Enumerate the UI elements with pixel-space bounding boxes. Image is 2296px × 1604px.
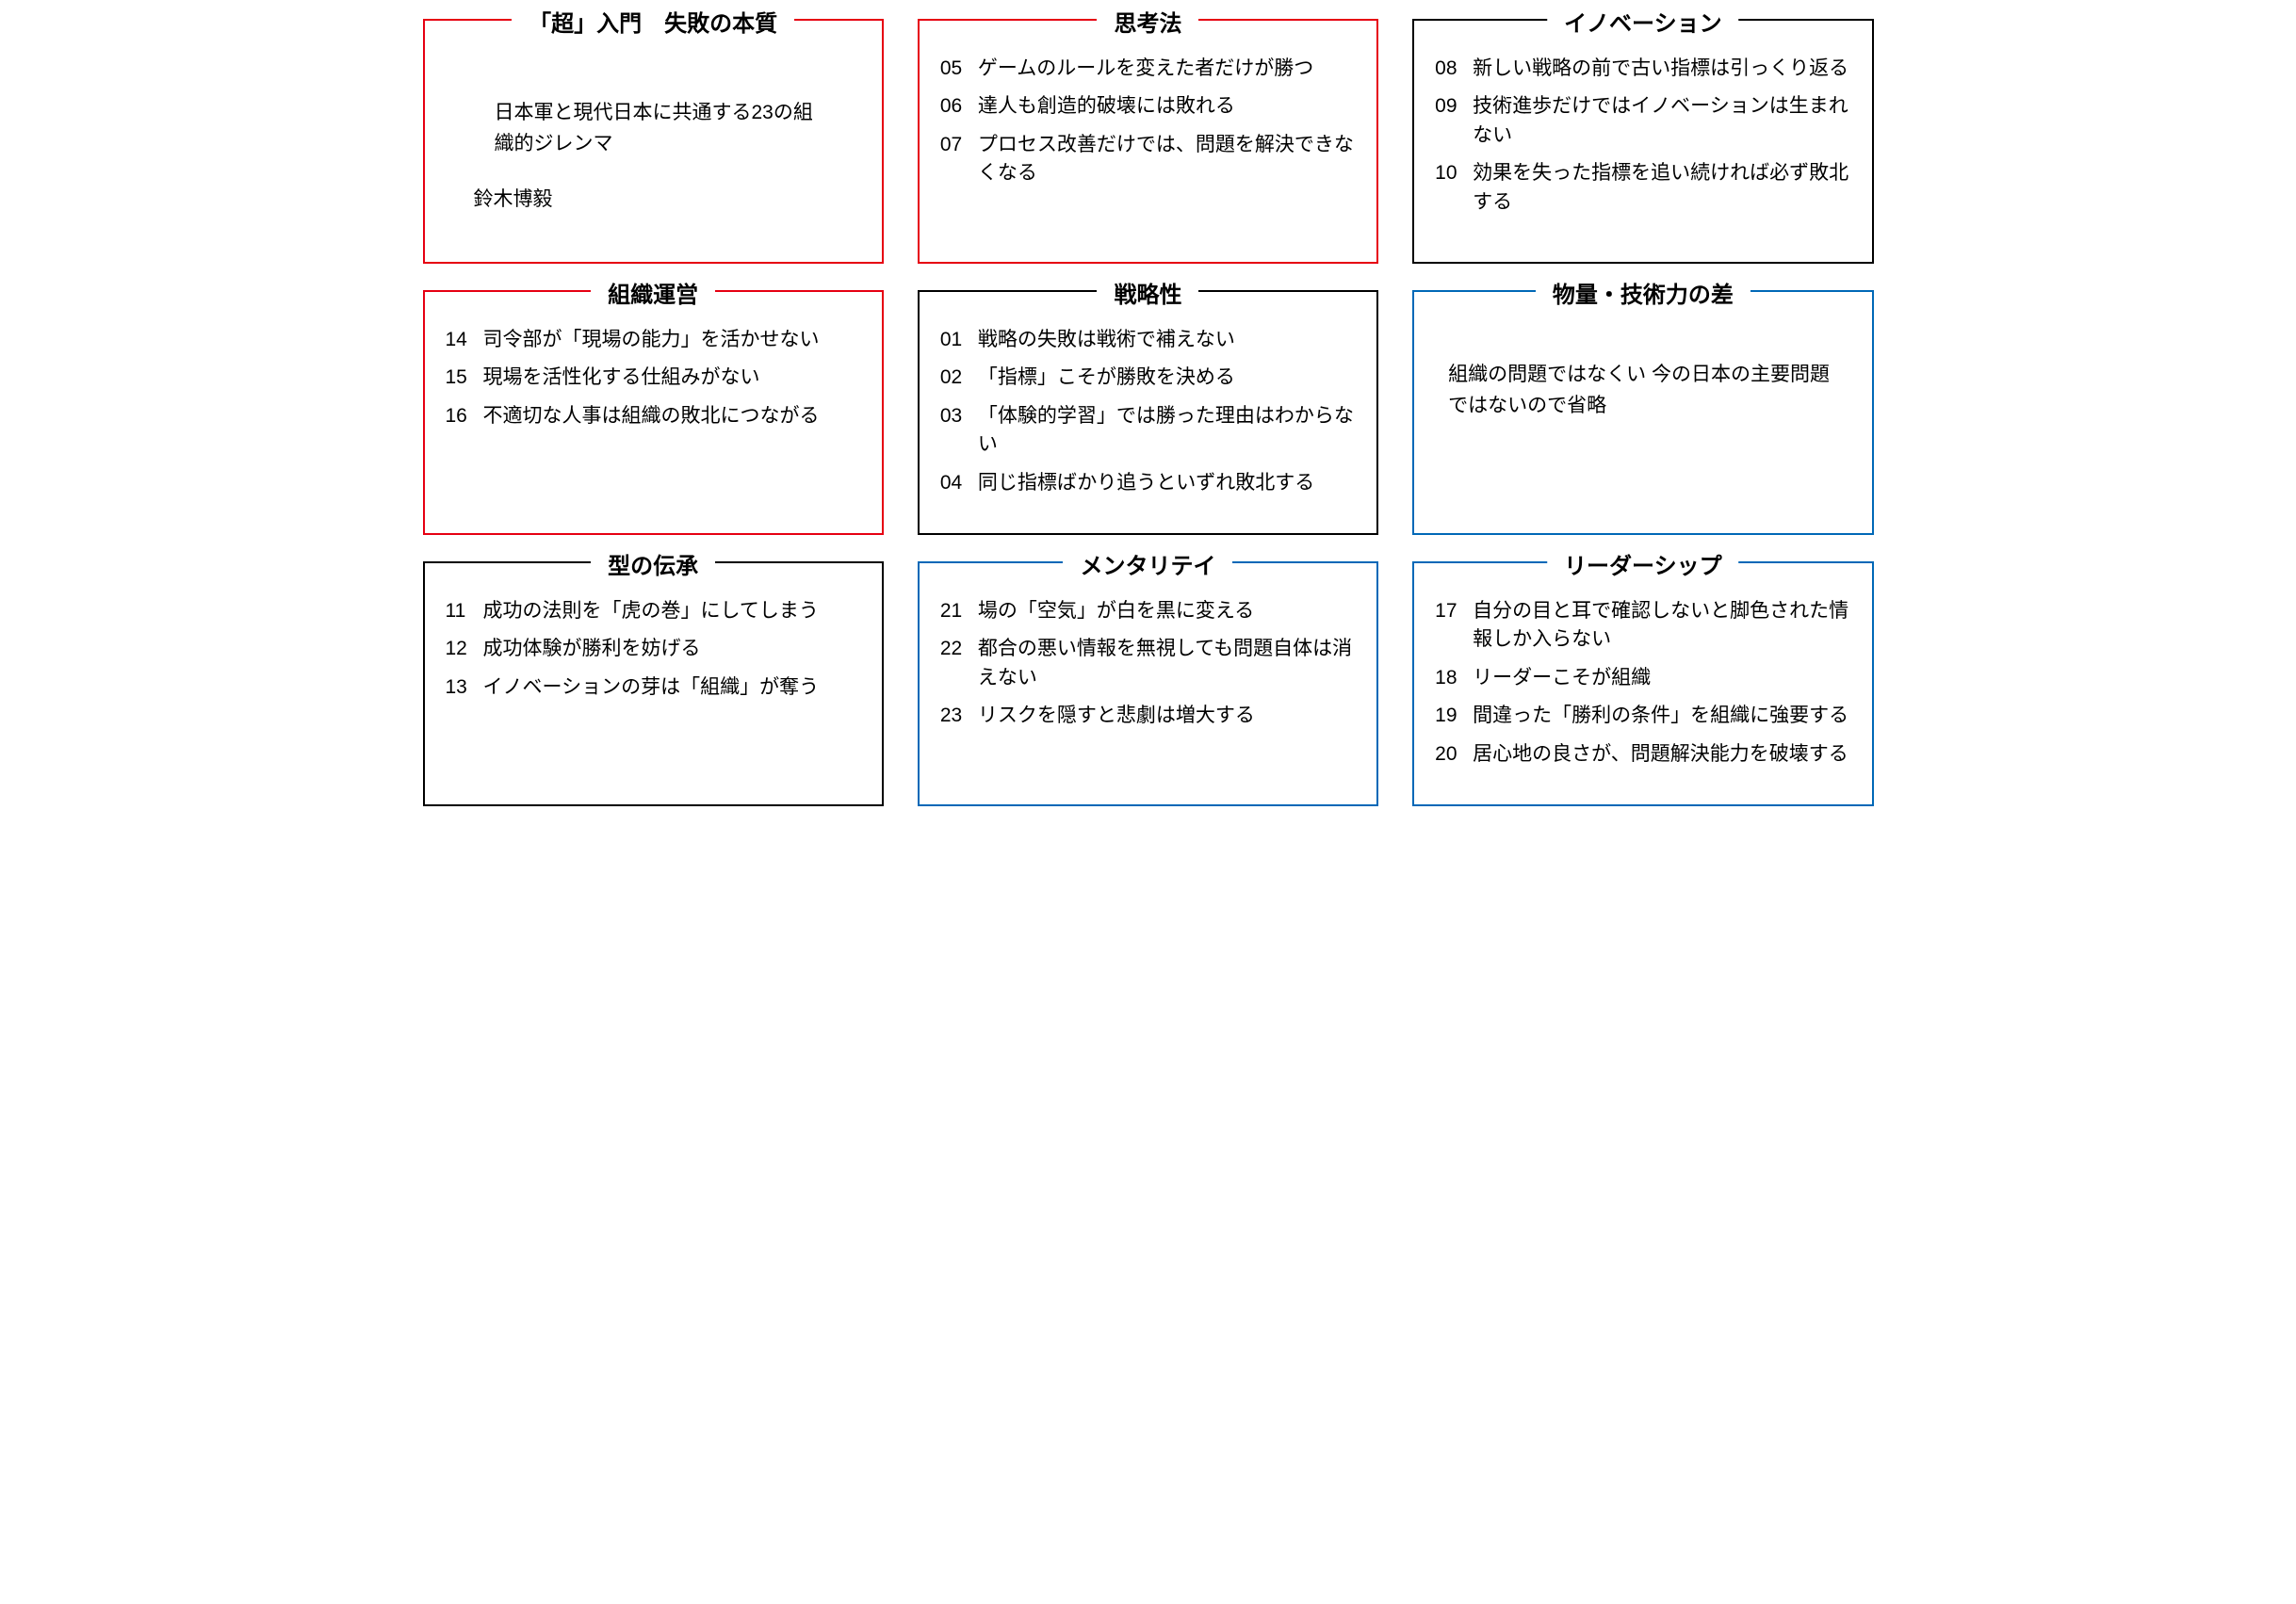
list-item: 06達人も創造的破壊には敗れる (940, 92, 1356, 121)
box-pattern-inheritance: 型の伝承 11成功の法則を「虎の巻」にしてしまう 12成功体験が勝利を妨げる 1… (423, 561, 884, 806)
list-item: 09技術進歩だけではイノベーションは生まれない (1435, 92, 1850, 150)
item-text: イノベーションの芽は「組織」が奪う (483, 673, 861, 702)
list-item: 11成功の法則を「虎の巻」にしてしまう (446, 597, 861, 625)
item-text: ゲームのルールを変えた者だけが勝つ (978, 55, 1356, 83)
list-item: 18リーダーこそが組織 (1435, 664, 1850, 692)
list-item: 23リスクを隠すと悲劇は増大する (940, 702, 1356, 730)
item-num: 03 (940, 402, 978, 430)
box-title-org-management: 組織運営 (591, 276, 715, 309)
note-material-tech: 組織の問題ではなくい 今の日本の主要問題ではないので省略 (1431, 315, 1854, 421)
list-item: 01戦略の失敗は戦術で補えない (940, 326, 1356, 354)
item-text: 達人も創造的破壊には敗れる (978, 92, 1356, 121)
list-item: 04同じ指標ばかり追うといずれ敗北する (940, 469, 1356, 497)
item-num: 05 (940, 55, 978, 83)
box-mentality: メンタリテイ 21場の「空気」が白を黒に変える 22都合の悪い情報を無視しても問… (918, 561, 1378, 806)
item-num: 14 (446, 326, 483, 354)
list-item: 08新しい戦略の前で古い指標は引っくり返る (1435, 55, 1850, 83)
box-innovation: イノベーション 08新しい戦略の前で古い指標は引っくり返る 09技術進歩だけでは… (1412, 19, 1873, 264)
item-num: 16 (446, 402, 483, 430)
item-num: 19 (1435, 702, 1473, 730)
list-item: 02「指標」こそが勝敗を決める (940, 364, 1356, 392)
item-text: リスクを隠すと悲劇は増大する (978, 702, 1356, 730)
box-org-management: 組織運営 14司令部が「現場の能力」を活かせない 15現場を活性化する仕組みがな… (423, 290, 884, 535)
box-title-intro: 「超」入門 失敗の本質 (512, 5, 794, 38)
item-text: 都合の悪い情報を無視しても問題自体は消えない (978, 635, 1356, 692)
item-text: 技術進歩だけではイノベーションは生まれない (1473, 92, 1850, 150)
list-mentality: 21場の「空気」が白を黒に変える 22都合の悪い情報を無視しても問題自体は消えな… (936, 586, 1360, 731)
list-item: 20居心地の良さが、問題解決能力を破壊する (1435, 740, 1850, 769)
item-text: 効果を失った指標を追い続ければ必ず敗北する (1473, 159, 1850, 217)
item-num: 09 (1435, 92, 1473, 121)
list-item: 14司令部が「現場の能力」を活かせない (446, 326, 861, 354)
item-num: 10 (1435, 159, 1473, 187)
list-pattern-inheritance: 11成功の法則を「虎の巻」にしてしまう 12成功体験が勝利を妨げる 13イノベー… (442, 586, 865, 702)
box-title-material-tech: 物量・技術力の差 (1536, 276, 1750, 309)
item-num: 17 (1435, 597, 1473, 625)
list-item: 17自分の目と耳で確認しないと脚色された情報しか入らない (1435, 597, 1850, 655)
item-num: 06 (940, 92, 978, 121)
list-strategy: 01戦略の失敗は戦術で補えない 02「指標」こそが勝敗を決める 03「体験的学習… (936, 315, 1360, 497)
list-item: 21場の「空気」が白を黒に変える (940, 597, 1356, 625)
box-title-innovation: イノベーション (1547, 5, 1739, 38)
item-num: 02 (940, 364, 978, 392)
box-title-thinking: 思考法 (1097, 5, 1198, 38)
list-item: 10効果を失った指標を追い続ければ必ず敗北する (1435, 159, 1850, 217)
item-text: 成功体験が勝利を妨げる (483, 635, 861, 663)
item-text: 現場を活性化する仕組みがない (483, 364, 861, 392)
item-text: リーダーこそが組織 (1473, 664, 1850, 692)
list-org-management: 14司令部が「現場の能力」を活かせない 15現場を活性化する仕組みがない 16不… (442, 315, 865, 430)
intro-author: 鈴木博毅 (442, 184, 865, 212)
item-num: 22 (940, 635, 978, 663)
item-num: 23 (940, 702, 978, 730)
list-item: 07プロセス改善だけでは、問題を解決できなくなる (940, 131, 1356, 188)
box-title-leadership: リーダーシップ (1547, 547, 1739, 580)
box-title-mentality: メンタリテイ (1063, 547, 1232, 580)
item-num: 07 (940, 131, 978, 159)
list-item: 22都合の悪い情報を無視しても問題自体は消えない (940, 635, 1356, 692)
list-item: 05ゲームのルールを変えた者だけが勝つ (940, 55, 1356, 83)
item-text: 司令部が「現場の能力」を活かせない (483, 326, 861, 354)
list-leadership: 17自分の目と耳で確認しないと脚色された情報しか入らない 18リーダーこそが組織… (1431, 586, 1854, 769)
list-item: 12成功体験が勝利を妨げる (446, 635, 861, 663)
item-num: 21 (940, 597, 978, 625)
item-text: プロセス改善だけでは、問題を解決できなくなる (978, 131, 1356, 188)
item-num: 01 (940, 326, 978, 354)
list-item: 19間違った「勝利の条件」を組織に強要する (1435, 702, 1850, 730)
item-text: 自分の目と耳で確認しないと脚色された情報しか入らない (1473, 597, 1850, 655)
item-num: 12 (446, 635, 483, 663)
box-thinking: 思考法 05ゲームのルールを変えた者だけが勝つ 06達人も創造的破壊には敗れる … (918, 19, 1378, 264)
item-num: 13 (446, 673, 483, 702)
item-text: 居心地の良さが、問題解決能力を破壊する (1473, 740, 1850, 769)
list-item: 03「体験的学習」では勝った理由はわからない (940, 402, 1356, 460)
item-num: 04 (940, 469, 978, 497)
item-text: 戦略の失敗は戦術で補えない (978, 326, 1356, 354)
item-text: 間違った「勝利の条件」を組織に強要する (1473, 702, 1850, 730)
item-num: 20 (1435, 740, 1473, 769)
item-text: 不適切な人事は組織の敗北につながる (483, 402, 861, 430)
item-num: 15 (446, 364, 483, 392)
item-text: 新しい戦略の前で古い指標は引っくり返る (1473, 55, 1850, 83)
item-text: 「体験的学習」では勝った理由はわからない (978, 402, 1356, 460)
box-strategy: 戦略性 01戦略の失敗は戦術で補えない 02「指標」こそが勝敗を決める 03「体… (918, 290, 1378, 535)
list-item: 15現場を活性化する仕組みがない (446, 364, 861, 392)
item-num: 18 (1435, 664, 1473, 692)
item-text: 「指標」こそが勝敗を決める (978, 364, 1356, 392)
list-thinking: 05ゲームのルールを変えた者だけが勝つ 06達人も創造的破壊には敗れる 07プロ… (936, 43, 1360, 188)
item-text: 同じ指標ばかり追うといずれ敗北する (978, 469, 1356, 497)
box-title-strategy: 戦略性 (1097, 276, 1198, 309)
item-num: 08 (1435, 55, 1473, 83)
item-text: 成功の法則を「虎の巻」にしてしまう (483, 597, 861, 625)
box-leadership: リーダーシップ 17自分の目と耳で確認しないと脚色された情報しか入らない 18リ… (1412, 561, 1873, 806)
list-innovation: 08新しい戦略の前で古い指標は引っくり返る 09技術進歩だけではイノベーションは… (1431, 43, 1854, 217)
item-text: 場の「空気」が白を黒に変える (978, 597, 1356, 625)
item-num: 11 (446, 597, 483, 625)
list-item: 13イノベーションの芽は「組織」が奪う (446, 673, 861, 702)
diagram-grid: 「超」入門 失敗の本質 日本軍と現代日本に共通する23の組織的ジレンマ 鈴木博毅… (423, 19, 1874, 806)
intro-subtitle: 日本軍と現代日本に共通する23の組織的ジレンマ (442, 43, 865, 159)
box-material-tech: 物量・技術力の差 組織の問題ではなくい 今の日本の主要問題ではないので省略 (1412, 290, 1873, 535)
list-item: 16不適切な人事は組織の敗北につながる (446, 402, 861, 430)
box-title-pattern-inheritance: 型の伝承 (591, 547, 715, 580)
box-intro: 「超」入門 失敗の本質 日本軍と現代日本に共通する23の組織的ジレンマ 鈴木博毅 (423, 19, 884, 264)
